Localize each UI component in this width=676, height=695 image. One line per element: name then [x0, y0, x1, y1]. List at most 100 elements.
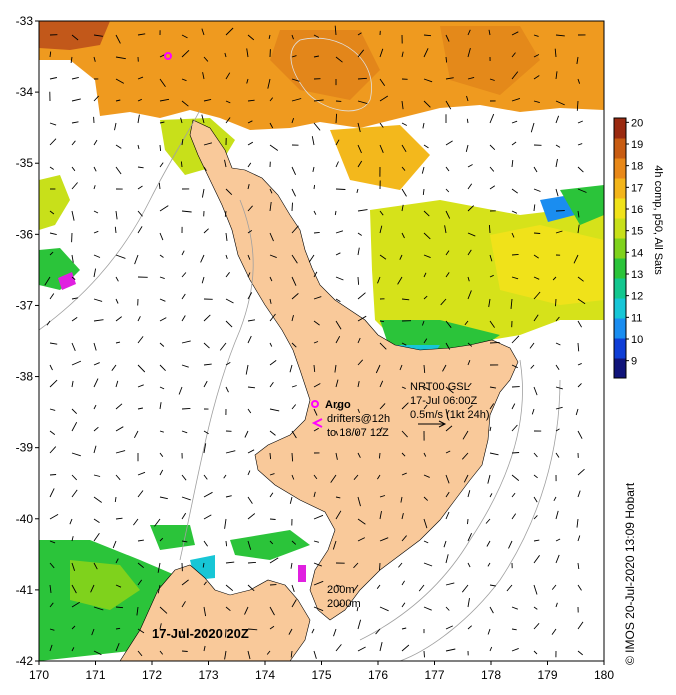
- current-vector: [335, 230, 344, 234]
- current-vector: [137, 76, 144, 80]
- current-vector: [467, 562, 471, 568]
- current-vector: [555, 538, 561, 542]
- current-vector: [115, 78, 125, 84]
- current-vector: [486, 540, 491, 547]
- current-vector: [137, 407, 143, 410]
- current-vector: [291, 166, 297, 175]
- current-vector: [357, 537, 366, 542]
- current-vector: [313, 408, 318, 416]
- current-vector: [288, 628, 293, 635]
- current-vector: [225, 320, 233, 328]
- current-vector: [247, 513, 256, 520]
- current-vector: [93, 254, 101, 258]
- current-vector: [488, 298, 491, 308]
- current-vector: [421, 320, 425, 326]
- current-vector: [555, 71, 558, 80]
- current-vector: [511, 97, 521, 102]
- current-vector: [225, 450, 236, 454]
- current-vector: [555, 386, 563, 390]
- date-label: 17-Jul-2020 20Z: [152, 626, 249, 641]
- current-vector: [137, 210, 143, 217]
- current-vector: [511, 276, 519, 280]
- current-vector: [290, 562, 293, 569]
- current-vector: [201, 188, 205, 198]
- current-vector: [115, 316, 122, 322]
- current-vector: [335, 644, 342, 652]
- current-vector: [291, 188, 297, 197]
- current-vector: [508, 540, 513, 549]
- current-vector: [203, 443, 207, 454]
- current-vector: [115, 403, 123, 410]
- x-tick-label: 173: [198, 668, 218, 682]
- current-vector: [71, 140, 76, 146]
- current-vector: [71, 182, 78, 190]
- current-vector: [93, 95, 100, 102]
- current-vector: [247, 628, 258, 631]
- depth-label-2: 2000m: [327, 598, 361, 610]
- current-vector: [511, 647, 519, 652]
- current-vector: [423, 254, 431, 259]
- current-vector: [202, 562, 205, 568]
- current-vector: [244, 430, 249, 438]
- current-vector: [291, 584, 295, 592]
- current-vector: [533, 54, 540, 58]
- current-vector: [291, 34, 294, 40]
- current-vector: [71, 421, 78, 432]
- current-vector: [247, 230, 253, 234]
- current-vector: [159, 78, 166, 88]
- current-vector: [71, 647, 75, 652]
- current-vector: [181, 315, 186, 322]
- current-vector: [201, 276, 205, 284]
- current-vector: [71, 489, 78, 498]
- current-vector: [423, 34, 432, 37]
- current-vector: [375, 364, 381, 374]
- current-vector: [445, 100, 452, 110]
- current-vector: [577, 362, 582, 366]
- current-vector: [379, 254, 387, 260]
- current-vector: [203, 342, 210, 349]
- contour-2000m-west: [179, 199, 254, 561]
- current-vector: [489, 113, 495, 124]
- current-vector: [401, 386, 406, 390]
- current-vector: [418, 584, 425, 592]
- current-vector: [115, 627, 121, 630]
- current-vector: [423, 48, 429, 58]
- current-vector: [510, 298, 513, 309]
- current-vector: [291, 452, 294, 462]
- current-vector: [335, 56, 343, 63]
- current-vector: [467, 598, 470, 608]
- colorbar-swatch: [614, 198, 626, 219]
- current-vector: [464, 320, 469, 326]
- current-vector: [133, 518, 139, 526]
- current-vector: [114, 122, 117, 131]
- current-vector: [313, 383, 321, 388]
- current-vector: [134, 254, 139, 265]
- land-north-island: [189, 119, 519, 621]
- current-vector: [291, 342, 297, 348]
- current-vector: [401, 51, 404, 58]
- current-vector: [353, 562, 359, 569]
- current-vector: [530, 122, 535, 133]
- current-vector: [529, 342, 535, 349]
- current-vector: [423, 338, 428, 344]
- current-vector: [181, 272, 187, 278]
- current-vector: [203, 166, 207, 172]
- current-vector: [313, 231, 320, 234]
- current-vector: [313, 474, 318, 480]
- current-vector: [269, 408, 280, 412]
- x-tick-label: 170: [29, 668, 49, 682]
- current-vector: [71, 342, 76, 351]
- current-vector: [357, 408, 360, 414]
- current-vector: [577, 621, 584, 630]
- current-vector: [312, 166, 315, 172]
- current-vector: [159, 402, 162, 410]
- current-vector: [225, 298, 234, 304]
- current-vector: [291, 276, 297, 286]
- current-vector: [553, 496, 557, 502]
- current-vector: [511, 606, 518, 610]
- current-vector: [203, 56, 209, 62]
- current-vector: [159, 496, 168, 500]
- current-label-1: NRT00 GSL: [410, 381, 470, 393]
- current-vector: [533, 166, 538, 173]
- current-vector: [93, 230, 99, 234]
